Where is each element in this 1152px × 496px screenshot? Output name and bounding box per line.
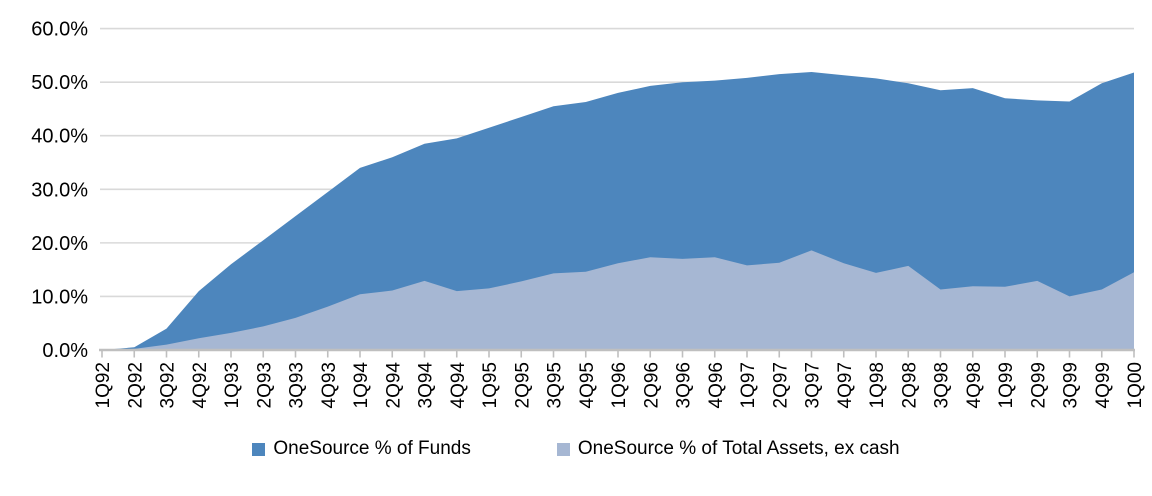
x-axis-label: 1Q95: [480, 362, 501, 408]
x-axis-label: 2Q98: [899, 362, 920, 408]
y-axis-label: 0.0%: [42, 340, 88, 362]
x-axis-label: 3Q98: [932, 362, 953, 408]
x-axis-label: 4Q97: [835, 362, 856, 408]
x-axis-label: 3Q93: [287, 362, 308, 408]
legend-swatch-assets-icon: [556, 442, 570, 456]
x-axis-label: 2Q95: [512, 362, 533, 408]
x-axis-label: 3Q97: [803, 362, 824, 408]
x-axis-label: 4Q96: [706, 362, 727, 408]
y-axis-label: 60.0%: [31, 19, 88, 41]
legend-item-assets: OneSource % of Total Assets, ex cash: [556, 438, 900, 460]
x-axis-label: 1Q92: [93, 362, 114, 408]
x-axis-label: 4Q99: [1093, 362, 1114, 408]
x-axis-label: 3Q96: [674, 362, 695, 408]
assets-area: [102, 250, 1134, 350]
x-axis-label: 1Q00: [1125, 362, 1146, 408]
y-axis-label: 20.0%: [31, 233, 88, 255]
x-axis-label: 4Q95: [577, 362, 598, 408]
x-axis-label: 1Q96: [609, 362, 630, 408]
x-axis-label: 3Q95: [545, 362, 566, 408]
x-axis-label: 3Q99: [1061, 362, 1082, 408]
x-axis-label: 2Q93: [254, 362, 275, 408]
legend-label-assets: OneSource % of Total Assets, ex cash: [577, 438, 900, 459]
legend-item-funds: OneSource % of Funds: [252, 438, 471, 460]
legend-label-funds: OneSource % of Funds: [273, 438, 471, 459]
x-axis-label: 1Q94: [351, 362, 372, 409]
legend: OneSource % of Funds OneSource % of Tota…: [0, 438, 1152, 460]
x-axis-label: 4Q98: [964, 362, 985, 408]
x-axis-label: 3Q92: [158, 362, 179, 408]
y-axis-label: 40.0%: [31, 126, 88, 148]
x-axis-label: 1Q97: [738, 362, 759, 408]
y-axis-label: 10.0%: [31, 286, 88, 308]
x-axis-label: 4Q93: [319, 362, 340, 408]
x-axis-label: 1Q99: [996, 362, 1017, 408]
x-axis-label: 1Q93: [222, 362, 243, 408]
x-axis-label: 2Q96: [641, 362, 662, 408]
y-axis-label: 30.0%: [31, 179, 88, 201]
x-axis-label: 2Q94: [383, 362, 404, 409]
area-chart: 0.0% 10.0% 20.0% 30.0% 40.0% 50.0% 60.0% 1Q92 2Q…: [31, 19, 1146, 409]
x-axis-label: 2Q99: [1028, 362, 1049, 408]
x-axis-label: 4Q92: [190, 362, 211, 408]
x-axis-label: 2Q92: [125, 362, 146, 408]
x-axis-label: 3Q94: [416, 362, 437, 409]
x-axis-label: 4Q94: [448, 362, 469, 409]
legend-swatch-funds-icon: [252, 442, 266, 456]
y-axis-label: 50.0%: [31, 72, 88, 94]
x-axis-label: 1Q98: [867, 362, 888, 408]
x-axis-label: 2Q97: [770, 362, 791, 408]
